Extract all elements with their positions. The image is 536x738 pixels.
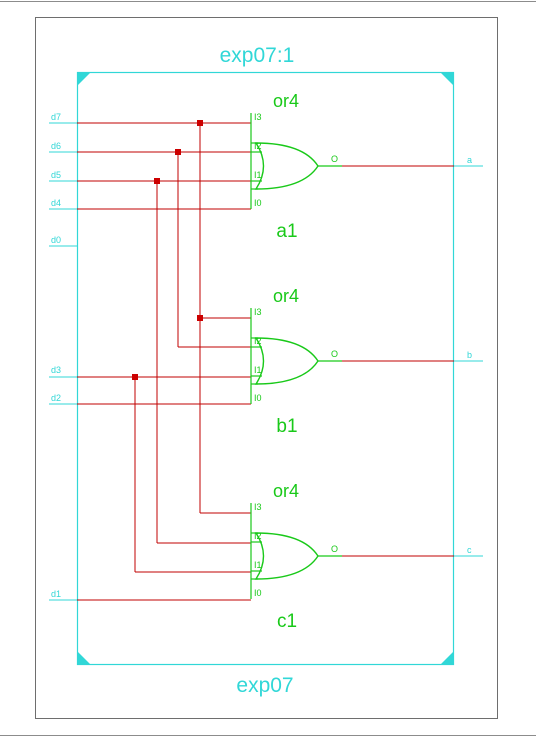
input-port-label-d0: d0 xyxy=(51,235,61,245)
output-port-label-b: b xyxy=(467,350,472,360)
junction-dot xyxy=(154,178,160,184)
junction-dot xyxy=(132,374,138,380)
gate-type-label: or4 xyxy=(273,91,299,111)
output-port-label-a: a xyxy=(467,155,472,165)
gate-type-label: or4 xyxy=(273,481,299,501)
gate-instance-name: c1 xyxy=(277,611,297,632)
corner-marker-top-left xyxy=(77,72,91,86)
input-port-label-d5: d5 xyxy=(51,170,61,180)
pin-label-o: O xyxy=(331,544,338,554)
pin-label-o: O xyxy=(331,349,338,359)
corner-marker-bottom-left xyxy=(77,651,91,665)
pin-label-i2: I2 xyxy=(254,531,262,541)
pin-label-i0: I0 xyxy=(254,588,262,598)
instance-label: exp07:1 xyxy=(220,44,295,67)
input-port-label-d7: d7 xyxy=(51,112,61,122)
input-port-label-d6: d6 xyxy=(51,141,61,151)
junction-dot xyxy=(197,315,203,321)
module-box xyxy=(76,71,455,666)
pin-label-i1: I1 xyxy=(254,365,262,375)
module-label: exp07 xyxy=(236,674,293,697)
gate-type-label: or4 xyxy=(273,286,299,306)
junctions xyxy=(132,120,203,380)
pin-label-i2: I2 xyxy=(254,141,262,151)
pin-label-i2: I2 xyxy=(254,336,262,346)
or-gate-symbol xyxy=(254,532,319,580)
sheet-border xyxy=(35,17,498,719)
or-gate-symbol xyxy=(254,142,319,190)
input-port-label-d1: d1 xyxy=(51,589,61,599)
output-ports: a b c xyxy=(454,155,483,557)
junction-dot xyxy=(197,120,203,126)
pin-label-i1: I1 xyxy=(254,170,262,180)
wires xyxy=(77,122,454,601)
pin-label-i0: I0 xyxy=(254,198,262,208)
junction-dot xyxy=(175,149,181,155)
pin-label-i3: I3 xyxy=(254,502,262,512)
pin-label-i1: I1 xyxy=(254,560,262,570)
output-port-label-c: c xyxy=(467,545,472,555)
pin-label-i0: I0 xyxy=(254,393,262,403)
gate-instance-name: a1 xyxy=(276,221,297,242)
gate-instance-name: b1 xyxy=(276,416,297,437)
gate-a1[interactable]: or4 I3 I2 I1 I0 O a1 xyxy=(250,91,342,242)
corner-marker-top-right xyxy=(440,72,454,86)
gate-c1[interactable]: or4 I3 I2 I1 I0 O c1 xyxy=(250,481,342,632)
input-ports: d7 d6 d5 d4 d0 d3 d2 d1 xyxy=(49,112,77,601)
corner-marker-bottom-right xyxy=(440,651,454,665)
input-port-label-d3: d3 xyxy=(51,365,61,375)
or-gate-symbol xyxy=(254,337,319,385)
pin-label-o: O xyxy=(331,154,338,164)
pin-label-i3: I3 xyxy=(254,307,262,317)
input-port-label-d4: d4 xyxy=(51,198,61,208)
pin-label-i3: I3 xyxy=(254,112,262,122)
input-port-label-d2: d2 xyxy=(51,393,61,403)
gate-b1[interactable]: or4 I3 I2 I1 I0 O b1 xyxy=(250,286,342,437)
